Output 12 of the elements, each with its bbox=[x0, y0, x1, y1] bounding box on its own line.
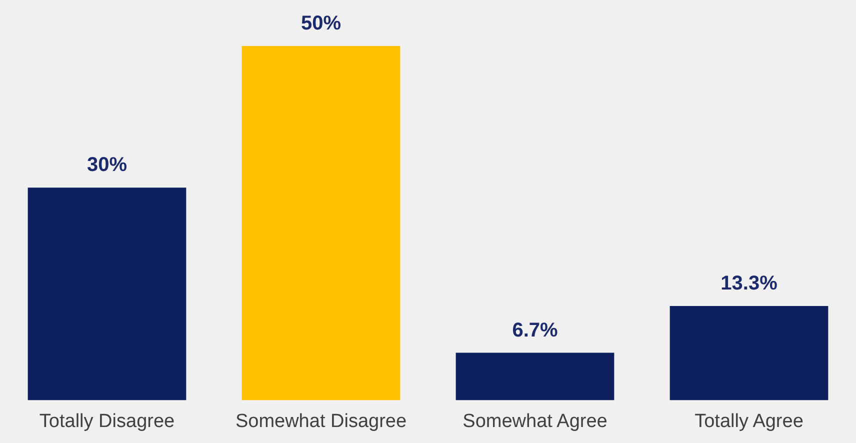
bar bbox=[670, 306, 828, 400]
data-label: 13.3% bbox=[720, 272, 778, 294]
data-label: 6.7% bbox=[512, 319, 558, 342]
x-tick-label: Totally Agree bbox=[694, 410, 804, 432]
bar bbox=[456, 352, 614, 400]
x-tick-label: Totally Disagree bbox=[39, 410, 175, 432]
x-tick-label: Somewhat Agree bbox=[462, 410, 608, 432]
bar bbox=[242, 46, 400, 400]
bar bbox=[28, 188, 186, 400]
x-tick-label: Somewhat Disagree bbox=[235, 410, 407, 432]
data-label: 50% bbox=[300, 12, 342, 35]
data-label: 30% bbox=[86, 154, 128, 176]
